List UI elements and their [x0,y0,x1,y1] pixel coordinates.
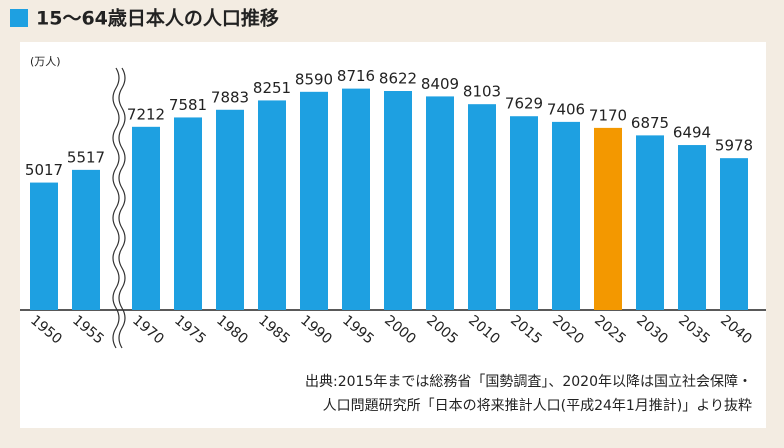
bar [594,127,622,310]
value-label: 8251 [253,79,291,97]
value-label: 6875 [631,114,669,132]
bar [72,169,100,310]
unit-label: (万人) [30,55,61,68]
bar [720,158,748,310]
bar [468,104,496,310]
value-label: 6494 [673,124,711,142]
axis-break [112,67,120,349]
value-label: 7883 [211,88,249,106]
value-label: 7629 [505,95,543,113]
value-label: 8622 [379,70,417,88]
value-label: 8103 [463,83,501,101]
value-label: 5978 [715,137,753,155]
bar [342,88,370,310]
bar [30,182,58,310]
value-label: 7212 [127,105,165,123]
source-note: 人口問題研究所「日本の将来推計人口(平成24年1月推計)」より抜粋 [323,398,752,414]
bar [132,126,160,310]
title-icon [10,9,28,27]
bar [678,145,706,310]
bar [174,117,202,310]
bar [258,100,286,311]
value-label: 7581 [169,96,207,114]
bar [216,109,244,311]
axis-break [118,67,126,349]
value-label: 8409 [421,75,459,93]
chart-title: 15〜64歳日本人の人口推移 [36,7,279,30]
bar [552,121,580,310]
bar [636,135,664,310]
bar [426,96,454,310]
bar [300,91,328,311]
value-label: 8716 [337,67,375,85]
value-label: 8590 [295,70,333,88]
value-label: 5517 [67,148,105,166]
value-label: 7406 [547,100,585,118]
bar [510,116,538,311]
bar [384,91,412,311]
source-note: 出典:2015年までは総務省「国勢調査」、2020年以降は国立社会保障・ [305,374,752,390]
value-label: 7170 [589,106,627,124]
value-label: 5017 [25,161,63,179]
